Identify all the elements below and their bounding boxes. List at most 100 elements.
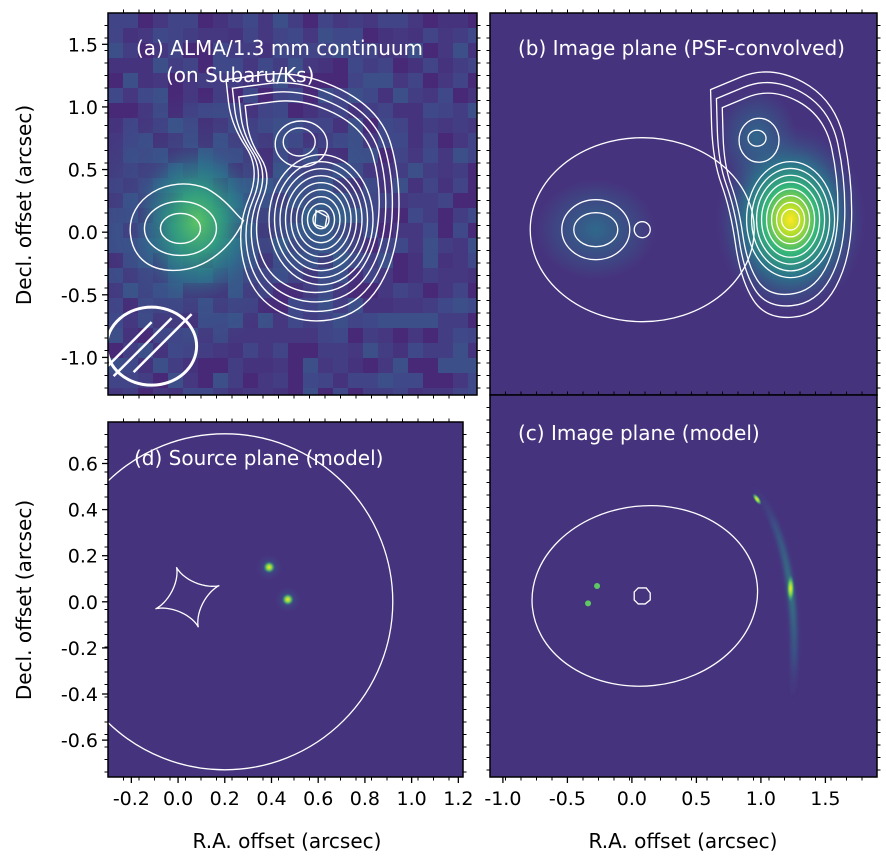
noise-pixel <box>213 43 228 58</box>
noise-pixel <box>198 73 213 88</box>
noise-pixel <box>303 343 318 358</box>
contour-main-7 <box>306 202 336 237</box>
noise-pixel <box>303 43 318 58</box>
y-tick-label-a-1: -0.5 <box>61 285 98 307</box>
noise-pixel <box>378 373 393 388</box>
x-tick-label-c-5: 1.5 <box>810 788 840 810</box>
contour-peak-6 <box>775 201 806 238</box>
noise-pixel <box>423 58 438 73</box>
noise-pixel <box>363 58 378 73</box>
noise-pixel <box>408 208 423 223</box>
noise-pixel <box>213 388 228 395</box>
noise-pixel <box>138 73 153 88</box>
noise-pixel <box>393 238 408 253</box>
noise-pixel <box>318 343 333 358</box>
noise-pixel <box>333 28 348 43</box>
noise-pixel <box>348 43 363 58</box>
noise-pixel <box>108 73 123 88</box>
noise-pixel <box>273 313 288 328</box>
noise-pixel <box>198 373 213 388</box>
noise-pixel <box>408 43 423 58</box>
noise-pixel <box>453 58 468 73</box>
x-axis-title-left: R.A. offset (arcsec) <box>193 829 382 853</box>
noise-pixel <box>378 73 393 88</box>
noise-pixel <box>438 268 453 283</box>
noise-pixel <box>288 328 303 343</box>
beam-hatch-1 <box>112 317 173 378</box>
noise-pixel <box>153 13 168 28</box>
noise-pixel <box>408 133 423 148</box>
noise-pixel <box>393 343 408 358</box>
noise-pixel <box>348 28 363 43</box>
source-0 <box>263 561 276 574</box>
contour-secondary-inner <box>747 129 767 147</box>
contour-main-1 <box>273 160 369 279</box>
noise-pixel <box>303 103 318 118</box>
noise-pixel <box>243 373 258 388</box>
noise-pixel <box>303 58 318 73</box>
panel-d-axis-ticks: -0.6 -0.4 -0.2 0.0 0.2 0.4 0.6 -0.2 0.0 0.2 0.4 0.6… <box>61 418 473 810</box>
noise-pixel <box>363 28 378 43</box>
x-axis-title-right: R.A. offset (arcsec) <box>589 829 778 853</box>
noise-pixel <box>423 43 438 58</box>
noise-pixel <box>393 223 408 238</box>
counter-image-contour-outer <box>561 199 631 261</box>
noise-pixel <box>228 28 243 43</box>
noise-pixel <box>183 73 198 88</box>
noise-pixel <box>378 223 393 238</box>
noise-pixel <box>228 58 243 73</box>
panel-c-model <box>531 482 798 699</box>
noise-pixel <box>453 373 468 388</box>
x-tick-label-c-0: -1.0 <box>484 788 521 810</box>
noise-pixel <box>123 73 138 88</box>
noise-pixel <box>318 388 333 395</box>
noise-pixel <box>408 13 423 28</box>
noise-pixel <box>138 13 153 28</box>
noise-pixel <box>453 193 468 208</box>
contour-outer-1 <box>715 81 846 307</box>
noise-pixel <box>423 223 438 238</box>
panel-a-image <box>108 13 477 395</box>
noise-pixel <box>423 163 438 178</box>
lensed-arc <box>749 482 798 699</box>
noise-pixel <box>423 73 438 88</box>
noise-pixel <box>183 28 198 43</box>
noise-pixel <box>273 328 288 343</box>
noise-pixel <box>363 388 378 395</box>
noise-pixel <box>468 373 477 388</box>
noise-pixel <box>453 298 468 313</box>
noise-pixel <box>363 73 378 88</box>
noise-pixel <box>363 373 378 388</box>
noise-pixel <box>348 73 363 88</box>
noise-pixel <box>378 88 393 103</box>
noise-pixel <box>138 88 153 103</box>
panel-d-label: (d) Source plane (model) <box>134 446 383 470</box>
noise-pixel <box>378 133 393 148</box>
noise-pixel <box>333 118 348 133</box>
y-axis-title-top: Decl. offset (arcsec) <box>12 105 36 305</box>
noise-pixel <box>468 163 477 178</box>
noise-pixel <box>288 373 303 388</box>
noise-pixel <box>378 103 393 118</box>
noise-pixel <box>423 103 438 118</box>
noise-pixel <box>228 43 243 58</box>
noise-pixel <box>393 43 408 58</box>
noise-pixel <box>168 43 183 58</box>
beam-outline <box>108 305 199 387</box>
panel-b-image <box>529 71 866 323</box>
x-tick-label-d-3: 0.4 <box>256 788 286 810</box>
contour-main-3 <box>284 174 358 265</box>
noise-pixel <box>393 118 408 133</box>
noise-pixel <box>468 148 477 163</box>
noise-pixel <box>108 58 123 73</box>
noise-pixel <box>138 388 153 395</box>
contour-peak-2 <box>755 174 826 265</box>
noise-pixel <box>153 73 168 88</box>
panel-a-label-line-2: (on Subaru/Ks) <box>166 63 314 87</box>
noise-pixel <box>468 178 477 193</box>
noise-pixel <box>273 58 288 73</box>
x-tick-label-d-0: -0.2 <box>113 788 150 810</box>
noise-pixel <box>438 343 453 358</box>
noise-pixel <box>288 103 303 118</box>
x-tick-label-d-6: 1.0 <box>397 788 427 810</box>
